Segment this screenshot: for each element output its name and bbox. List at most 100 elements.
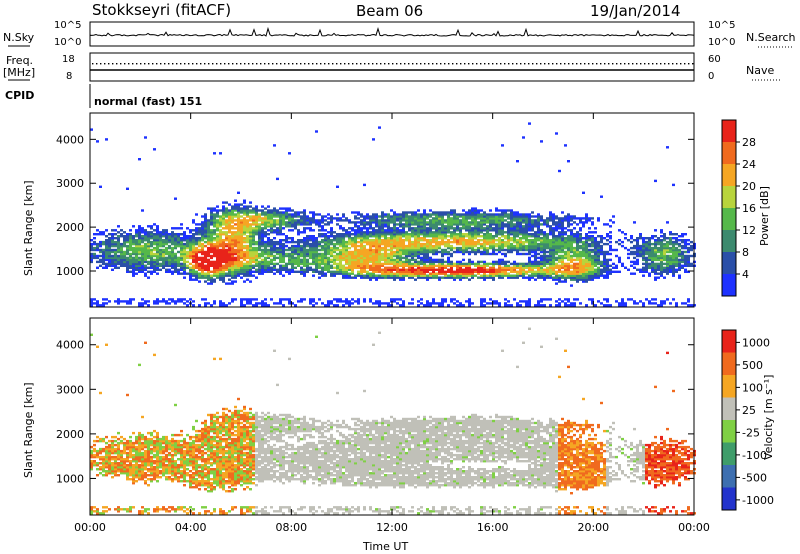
power-cell [492, 260, 495, 264]
power-cell [423, 246, 426, 250]
power-cell [255, 268, 258, 271]
power-cell [456, 215, 459, 218]
nave-dot [556, 63, 558, 65]
power-cell [438, 219, 441, 222]
power-cell [438, 231, 441, 234]
power-cell [318, 229, 321, 232]
power-cell [294, 227, 297, 230]
power-cell [135, 240, 138, 244]
power-cell [519, 239, 522, 242]
power-cell [585, 217, 588, 220]
power-cell [240, 209, 243, 212]
power-cell [273, 244, 276, 248]
power-cell [366, 272, 369, 275]
power-cell [501, 219, 504, 222]
power-cell [216, 248, 219, 252]
power-cell [411, 254, 414, 258]
power-cell [465, 268, 468, 271]
power-cell [549, 240, 552, 244]
power-cell [228, 248, 231, 252]
power-cell [375, 244, 378, 248]
power-cell [147, 276, 150, 279]
power-cell [618, 270, 621, 273]
power-cell [348, 260, 351, 264]
power-cell [141, 244, 144, 248]
nsky-trace [89, 26, 695, 37]
power-cell [108, 262, 111, 266]
power-cell [519, 262, 522, 266]
power-cell [561, 250, 564, 254]
power-cell [366, 237, 369, 240]
power-cell [462, 248, 465, 252]
power-cell [228, 240, 231, 244]
power-cell [366, 217, 369, 220]
power-cell [156, 244, 159, 248]
power-cell [204, 231, 207, 234]
power-cell [570, 278, 573, 281]
power-cell [102, 262, 105, 266]
power-cell [555, 266, 558, 269]
power-cell [210, 262, 213, 266]
power-cell [420, 256, 423, 260]
power-cell [150, 258, 153, 262]
power-cell [540, 233, 543, 236]
power-cell [93, 246, 96, 250]
power-cell [168, 262, 171, 266]
power-cell [354, 233, 357, 236]
power-cell [609, 244, 612, 248]
power-cell [441, 272, 444, 275]
power-cell [462, 242, 465, 246]
power-cell [447, 211, 450, 214]
power-cell [576, 266, 579, 269]
power-cell [579, 221, 582, 224]
power-cell [579, 246, 582, 250]
power-cell [561, 256, 564, 260]
power-cell [369, 268, 372, 271]
power-cell [321, 252, 324, 256]
power-cell [198, 233, 201, 236]
power-cell [504, 219, 507, 222]
power-cell [417, 270, 420, 273]
power-cell [426, 248, 429, 252]
power-cell [561, 237, 564, 240]
power-cell [480, 229, 483, 232]
power-cell [252, 254, 255, 258]
power-cell [474, 207, 477, 210]
power-cell [570, 284, 573, 287]
power-cell [264, 298, 267, 301]
power-cell [114, 244, 117, 248]
power-cell [240, 300, 243, 303]
power-cell [444, 235, 447, 238]
power-cell [288, 229, 291, 232]
power-cell [387, 217, 390, 220]
power-cell [342, 248, 345, 252]
power-cell [174, 246, 177, 250]
power-cell [540, 250, 543, 254]
power-cell [423, 264, 426, 267]
power-cell [228, 239, 231, 242]
power-cell [495, 300, 498, 303]
power-cell [147, 237, 150, 240]
power-cell [228, 244, 231, 248]
power-cell [384, 252, 387, 256]
power-cell [354, 266, 357, 269]
power-cell [552, 250, 555, 254]
power-cell [111, 229, 114, 232]
power-cell [489, 252, 492, 256]
power-cell [264, 242, 267, 246]
nsearch-tick-bottom: 10^0 [708, 37, 736, 48]
power-cell [570, 235, 573, 238]
power-cell [495, 262, 498, 266]
power-cell [321, 246, 324, 250]
power-cell [324, 262, 327, 266]
power-cell [504, 260, 507, 264]
power-cell [294, 258, 297, 262]
power-cell [459, 274, 462, 277]
power-cell [414, 221, 417, 224]
power-cell [582, 278, 585, 281]
power-cell [135, 248, 138, 252]
power-cell [396, 248, 399, 252]
power-cell [192, 278, 195, 281]
power-cell [228, 242, 231, 246]
power-cell [324, 219, 327, 222]
